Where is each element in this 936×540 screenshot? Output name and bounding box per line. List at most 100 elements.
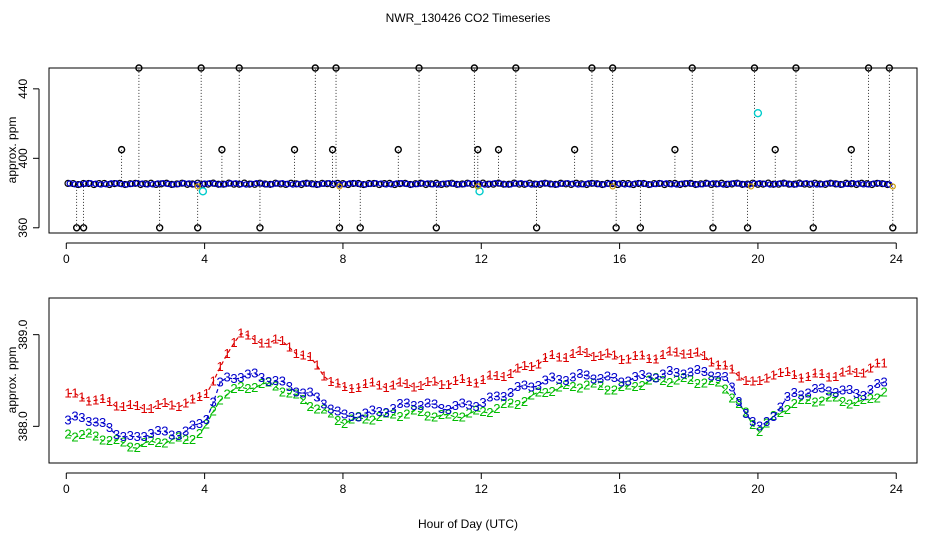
series-3-marker: 3 — [811, 381, 818, 396]
series-3-marker: 3 — [217, 374, 224, 389]
series-1-marker: 1 — [632, 348, 639, 363]
series-2-marker: 2 — [493, 401, 500, 416]
top-point-black — [692, 180, 700, 189]
series-3-marker: 3 — [673, 365, 680, 380]
series-2-marker: 2 — [99, 433, 106, 448]
series-3-marker: 3 — [507, 385, 514, 400]
series-3-marker: 3 — [638, 367, 645, 382]
top-point-black — [873, 179, 881, 187]
series-1-marker: 1 — [230, 335, 237, 350]
series-1-marker: 1 — [645, 351, 652, 366]
top-outlier-point — [608, 64, 617, 72]
series-3-marker: 3 — [258, 370, 265, 385]
top-outlier-point — [532, 224, 541, 232]
series-2-marker: 2 — [784, 402, 791, 417]
top-point-black — [635, 179, 643, 188]
bottom-x-tick-label: 4 — [201, 482, 208, 496]
series-2-marker: 2 — [396, 409, 403, 424]
series-2-marker: 2 — [431, 410, 438, 425]
series-3-marker: 3 — [154, 423, 161, 438]
series-2-marker: 2 — [334, 413, 341, 428]
top-point-black — [220, 180, 228, 188]
bottom-x-tick-label: 8 — [340, 482, 347, 496]
top-point-black — [832, 180, 840, 188]
top-outlier-point — [885, 64, 894, 72]
series-1-marker: 1 — [846, 362, 853, 377]
bottom-x-tick-label: 20 — [751, 482, 765, 496]
series-3-marker: 3 — [348, 409, 355, 424]
series-3-marker: 3 — [542, 373, 549, 388]
top-point-black — [349, 179, 357, 188]
series-2-marker: 2 — [514, 397, 521, 412]
bottom-x-tick-label: 16 — [613, 482, 627, 496]
series-2-marker: 2 — [472, 403, 479, 418]
series-3-marker: 3 — [99, 415, 106, 430]
series-3-marker: 3 — [396, 396, 403, 411]
series-2-marker: 2 — [694, 376, 701, 391]
series-3-marker: 3 — [804, 386, 811, 401]
series-3-marker: 3 — [168, 428, 175, 443]
series-1-marker: 1 — [154, 397, 161, 412]
series-3-marker: 3 — [576, 366, 583, 381]
series-1-marker: 1 — [590, 349, 597, 364]
series-1-marker: 1 — [507, 366, 514, 381]
series-2-marker: 2 — [500, 396, 507, 411]
series-3-marker: 3 — [286, 379, 293, 394]
series-1-marker: 1 — [521, 358, 528, 373]
series-3-marker: 3 — [645, 370, 652, 385]
series-2-marker: 2 — [244, 381, 251, 396]
top-panel: approx. ppm 0 4 8 12 16 20 24 360 400 440 — [5, 64, 918, 266]
series-1-marker: 1 — [341, 379, 348, 394]
series-3-marker: 3 — [528, 379, 535, 394]
series-2-marker: 2 — [161, 435, 168, 450]
series-1-marker: 1 — [147, 401, 154, 416]
series-1-marker: 1 — [680, 346, 687, 361]
series-1-marker: 1 — [120, 399, 127, 414]
top-point-black — [702, 179, 710, 187]
top-outlier-point — [194, 224, 202, 232]
series-3-marker: 3 — [721, 369, 728, 384]
series-3-marker: 3 — [175, 428, 182, 443]
series-1-marker: 1 — [113, 399, 120, 414]
top-point-black — [245, 180, 254, 188]
series-2-marker: 2 — [652, 370, 659, 385]
series-3-marker: 3 — [161, 423, 168, 438]
series-1-marker: 1 — [362, 376, 369, 391]
series-2-marker: 2 — [230, 381, 237, 396]
series-3-marker: 3 — [715, 369, 722, 384]
series-2-marker: 2 — [203, 417, 210, 432]
series-2-marker: 2 — [576, 381, 583, 396]
top-point-black — [266, 180, 274, 188]
series-1-marker: 1 — [334, 376, 341, 391]
series-1-marker: 1 — [749, 373, 756, 388]
series-3-marker: 3 — [569, 369, 576, 384]
top-y-tick-label: 360 — [16, 217, 30, 237]
series-3-marker: 3 — [728, 379, 735, 394]
series-3-marker: 3 — [853, 386, 860, 401]
series-2-marker: 2 — [78, 427, 85, 442]
series-1-marker: 1 — [638, 347, 645, 362]
series-1-marker: 1 — [265, 335, 272, 350]
series-1-marker: 1 — [694, 345, 701, 360]
series-1-marker: 1 — [583, 345, 590, 360]
series-1-marker: 1 — [804, 369, 811, 384]
series-3-marker: 3 — [611, 370, 618, 385]
series-2-marker: 2 — [791, 396, 798, 411]
series-2-marker: 2 — [521, 394, 528, 409]
series-1-marker: 1 — [673, 344, 680, 359]
series-1-marker: 1 — [777, 365, 784, 380]
series-1-marker: 1 — [369, 374, 376, 389]
series-3-marker: 3 — [562, 373, 569, 388]
series-2-marker: 2 — [583, 378, 590, 393]
series-3-marker: 3 — [369, 403, 376, 418]
series-1-marker: 1 — [493, 368, 500, 383]
series-2-marker: 2 — [756, 424, 763, 439]
series-2-marker: 2 — [680, 370, 687, 385]
series-2-marker: 2 — [140, 435, 147, 450]
series-1-marker: 1 — [272, 332, 279, 347]
top-point-black — [126, 180, 134, 188]
series-3-marker: 3 — [293, 384, 300, 399]
series-3-marker: 3 — [71, 409, 78, 424]
